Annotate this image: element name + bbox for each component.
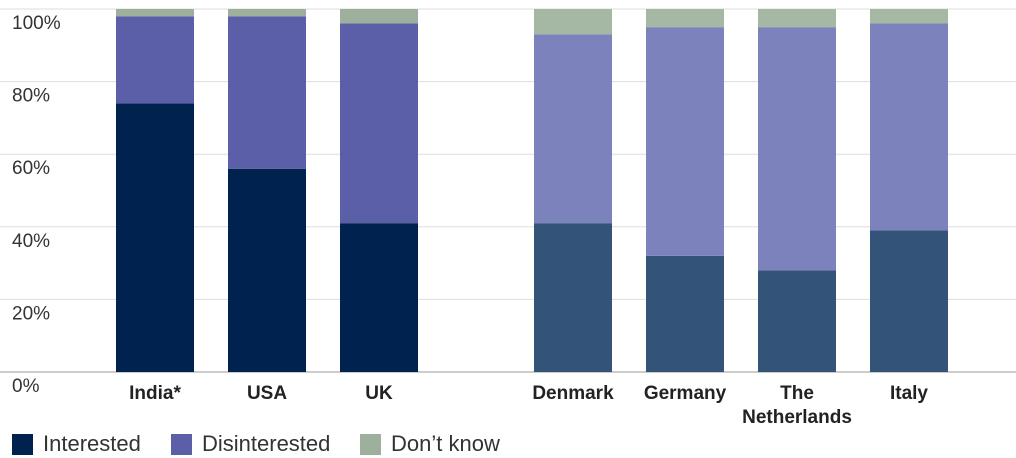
x-tick-label: India* [129, 383, 181, 404]
x-tick-label: Germany [643, 383, 727, 404]
bar-segment [870, 230, 948, 372]
x-tick-label: USA [246, 383, 288, 404]
legend-item: Don’t know [360, 431, 500, 457]
legend-swatch [171, 433, 192, 455]
bar-segment [228, 168, 306, 372]
bar-segment [340, 23, 418, 224]
x-tick-label: Denmark [532, 383, 614, 404]
bar-segment [228, 16, 306, 169]
bar-segment [116, 16, 194, 104]
x-tick-label: Italy [889, 383, 929, 404]
legend-item: Interested [12, 431, 141, 457]
y-tick-label: 100% [12, 13, 61, 34]
bar-segment [758, 270, 836, 372]
legend-label: Disinterested [202, 431, 331, 456]
bar-segment [116, 103, 194, 372]
bar-segment [646, 27, 724, 256]
legend-label: Don’t know [391, 431, 500, 456]
bar-segment [228, 9, 306, 17]
bar-segment [534, 34, 612, 224]
legend-item: Disinterested [171, 431, 330, 457]
bar-segment [870, 9, 948, 24]
bar-segment [340, 9, 418, 24]
y-tick-label: 20% [12, 303, 50, 324]
bar-segment [534, 9, 612, 35]
x-tick-label: The Netherlands [742, 383, 852, 428]
bar-segment [646, 9, 724, 28]
bar-segment [340, 223, 418, 372]
bar-segment [758, 27, 836, 271]
bar-segment [870, 23, 948, 231]
bar-segment [646, 255, 724, 372]
y-tick-label: 0% [12, 376, 40, 397]
bar-segment [534, 223, 612, 372]
legend-swatch [360, 433, 381, 455]
bar-segment [758, 9, 836, 28]
y-tick-label: 80% [12, 86, 50, 107]
bar-segment [116, 9, 194, 17]
y-tick-label: 40% [12, 231, 50, 252]
y-tick-label: 60% [12, 158, 50, 179]
legend-label: Interested [43, 431, 141, 456]
x-tick-label: UK [365, 383, 393, 404]
legend-swatch [12, 433, 33, 455]
